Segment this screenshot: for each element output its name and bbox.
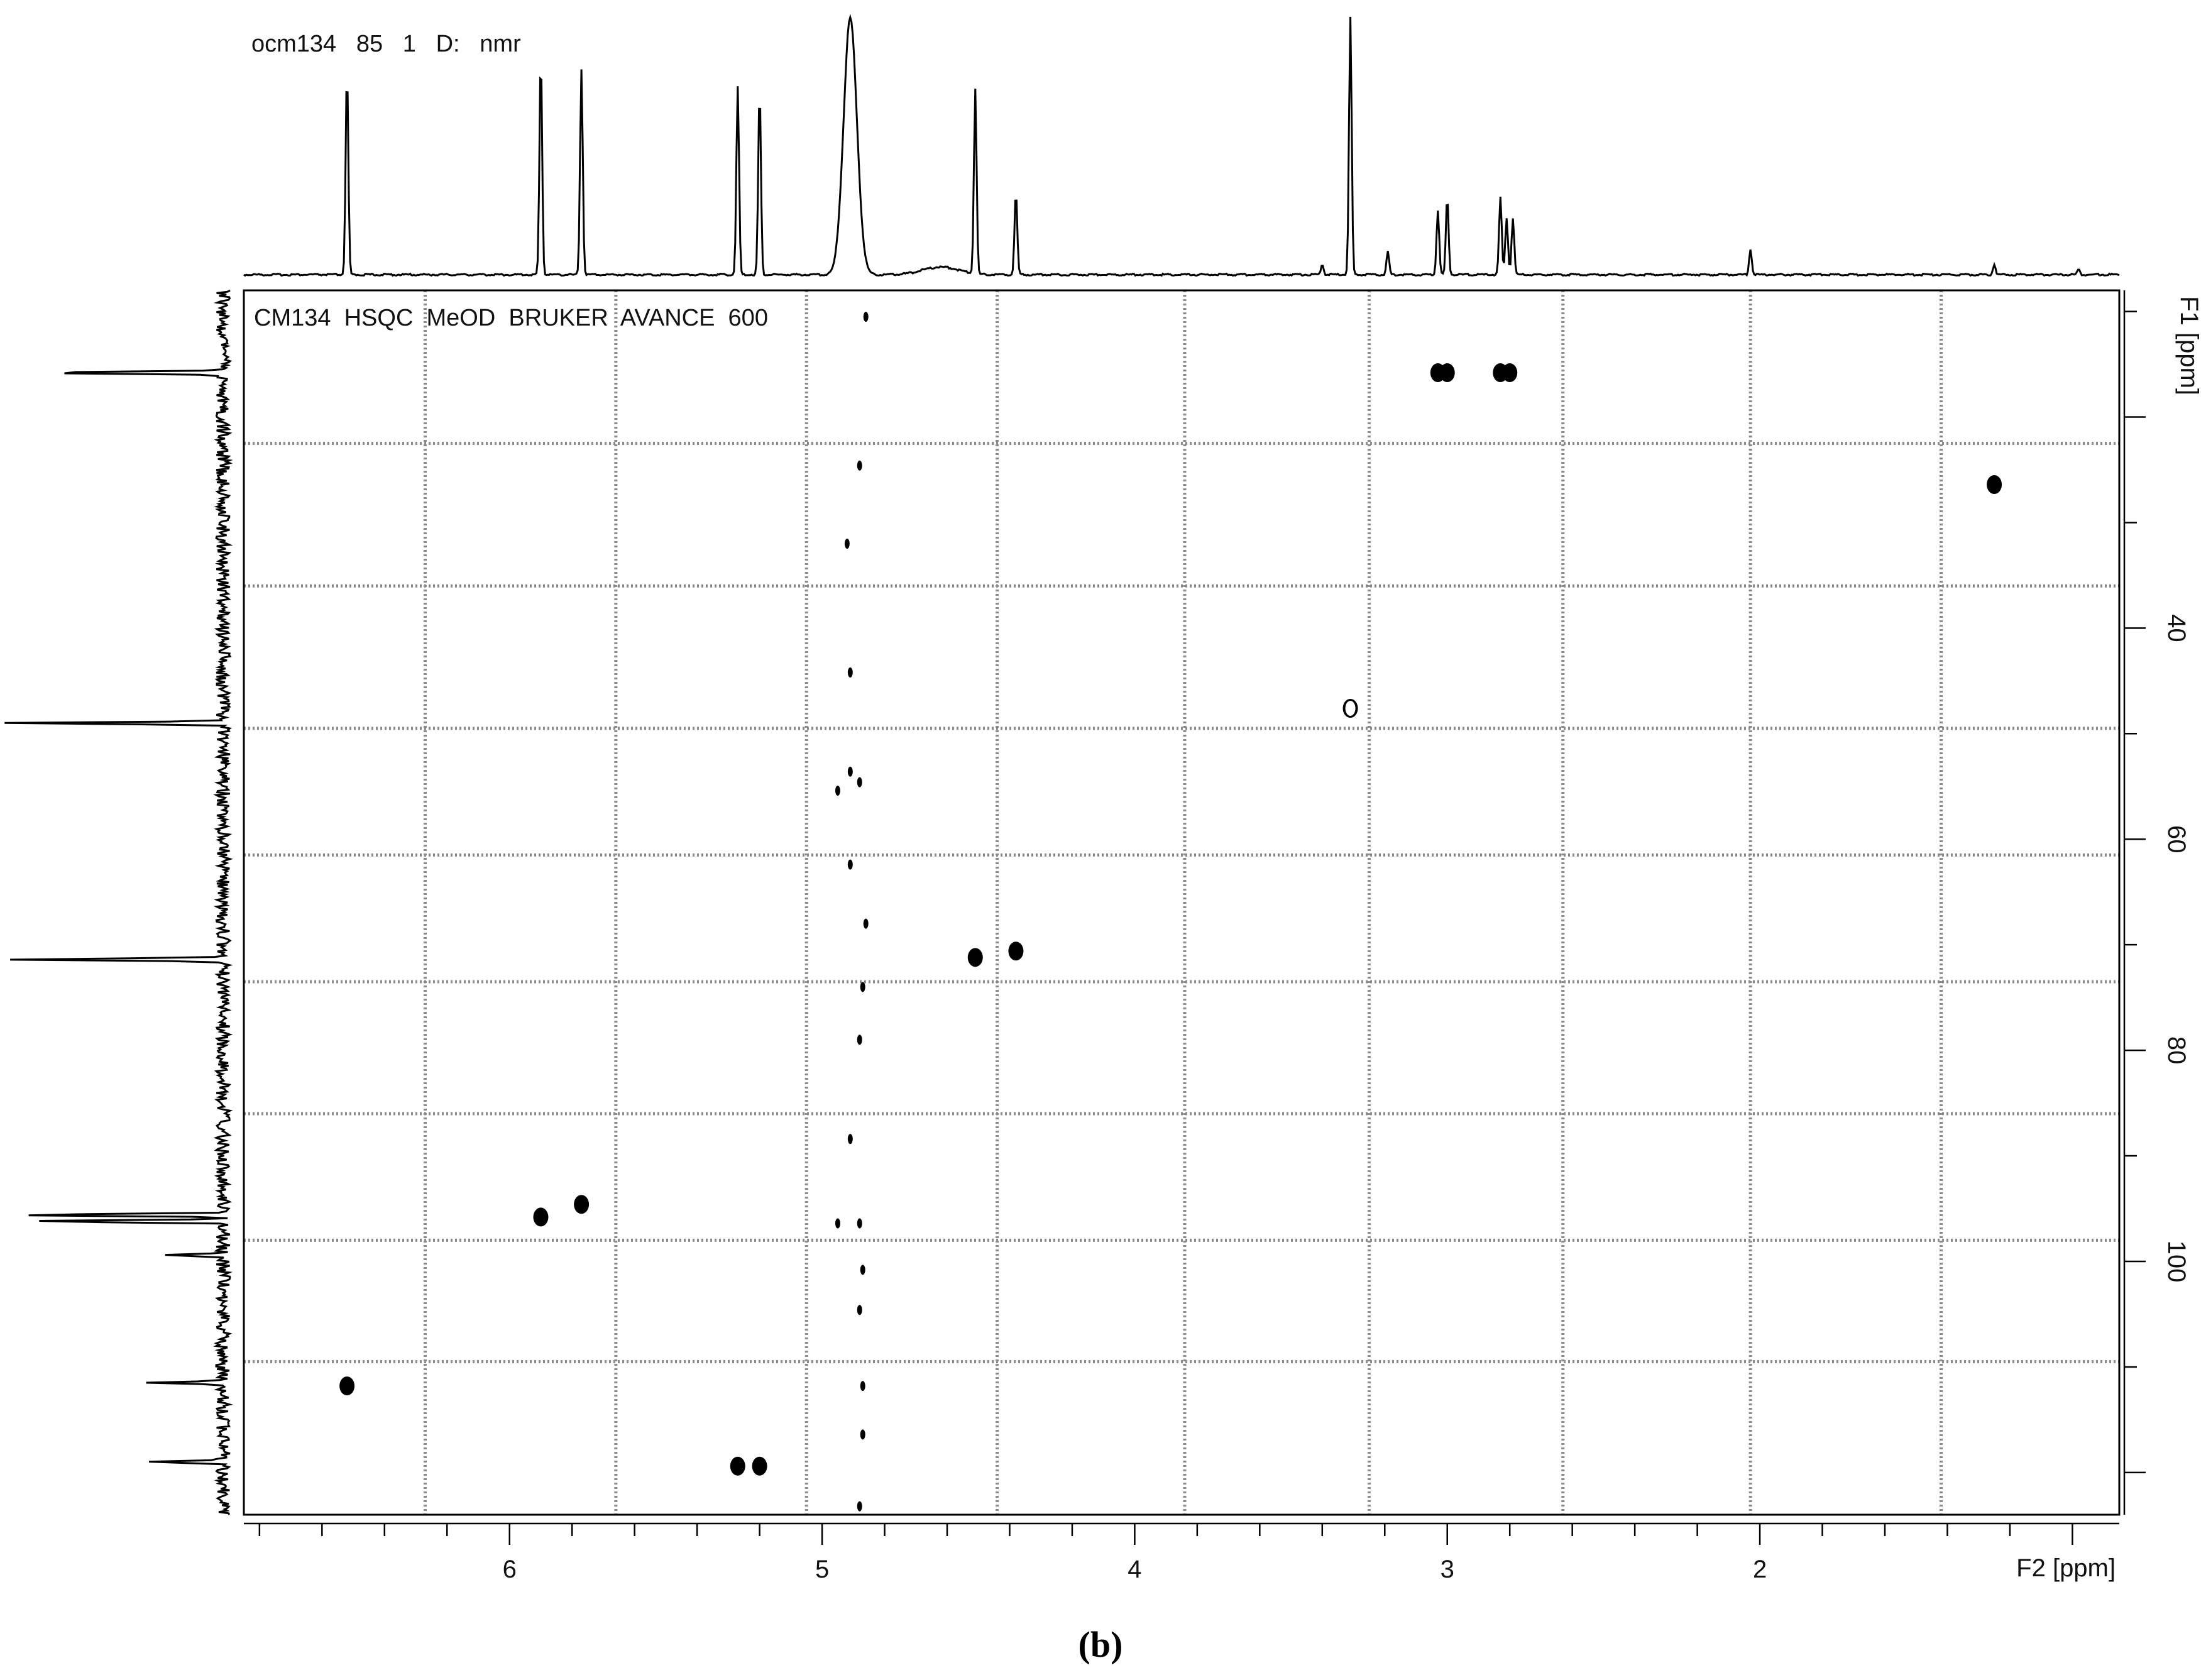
cross-peak-ring-hole (1345, 701, 1356, 716)
cross-peak (857, 460, 862, 471)
chart-title: CM134 HSQC MeOD BRUKER AVANCE 600 (254, 305, 768, 331)
cross-peak (1987, 475, 2002, 494)
f2-tick-label: 4 (1128, 1556, 1141, 1583)
f1-projection-trace (4, 289, 233, 1515)
cross-peak (857, 1305, 862, 1315)
cross-peak (1439, 363, 1455, 382)
cross-peak (847, 667, 853, 678)
cross-peak (533, 1207, 549, 1227)
cross-peak (574, 1195, 590, 1214)
cross-peak (835, 1218, 840, 1229)
top-trace-label: ocm134 85 1 D: nmr (251, 31, 521, 57)
cross-peak (752, 1456, 767, 1476)
f1-tick-label: 60 (2163, 825, 2190, 854)
cross-peaks (339, 311, 2002, 1512)
f1-tick-label: 80 (2163, 1036, 2190, 1065)
f2-projection-trace (243, 13, 2120, 277)
cross-peak (863, 311, 869, 322)
cross-peak (860, 982, 865, 992)
cross-peak (835, 785, 840, 796)
f1-tick-label: 100 (2163, 1241, 2190, 1283)
cross-peak (847, 1134, 853, 1145)
plot-frame (243, 289, 2121, 1516)
panel-label: (b) (1079, 1624, 1123, 1665)
cross-peak (857, 777, 862, 788)
cross-peak (857, 1218, 862, 1229)
cross-peak (863, 918, 869, 929)
cross-peak (1008, 942, 1024, 961)
cross-peak (1502, 363, 1518, 382)
f1-axis-label: F1 [ppm] (2175, 296, 2201, 395)
f2-tick-label: 6 (503, 1556, 517, 1583)
cross-peak (860, 1429, 865, 1440)
cross-peak (857, 1501, 862, 1512)
cross-peak (730, 1456, 745, 1476)
cross-peak (339, 1376, 355, 1396)
cross-peak (847, 859, 853, 870)
cross-peak (847, 766, 853, 777)
cross-peak (860, 1265, 865, 1275)
cross-peak (967, 948, 983, 967)
f1-tick-label: 40 (2163, 614, 2190, 642)
f2-axis-label: F2 [ppm] (2016, 1554, 2116, 1582)
cross-peak (857, 1035, 862, 1045)
grid-lines (244, 290, 2119, 1515)
cross-peak (860, 1381, 865, 1392)
f2-tick-label: 2 (1753, 1556, 1767, 1583)
cross-peak (844, 539, 850, 549)
f2-tick-label: 5 (815, 1556, 829, 1583)
f2-tick-label: 3 (1441, 1556, 1454, 1583)
